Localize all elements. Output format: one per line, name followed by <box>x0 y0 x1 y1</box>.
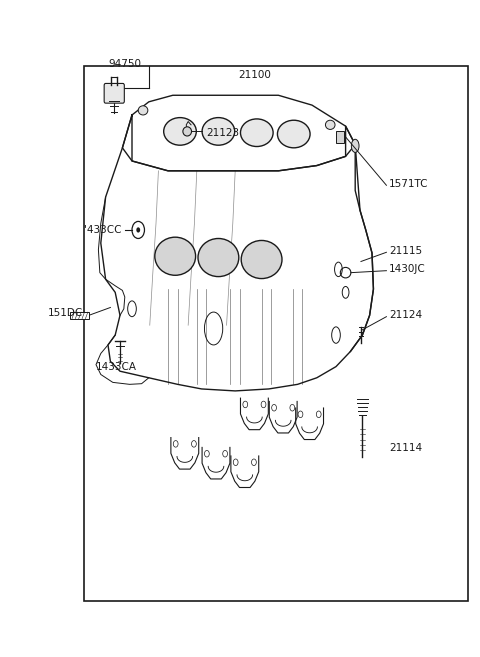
Circle shape <box>173 441 178 447</box>
Circle shape <box>252 459 256 466</box>
Bar <box>84 66 468 601</box>
Ellipse shape <box>202 118 235 145</box>
Text: 21123: 21123 <box>206 127 240 138</box>
Text: '433CC: '433CC <box>84 225 121 235</box>
Text: 1430JC: 1430JC <box>389 264 426 275</box>
Circle shape <box>290 405 295 411</box>
Circle shape <box>261 401 266 408</box>
Text: 21100: 21100 <box>238 70 271 80</box>
Ellipse shape <box>155 237 196 275</box>
Circle shape <box>136 227 140 233</box>
Text: 1571TC: 1571TC <box>389 179 428 189</box>
Circle shape <box>272 405 276 411</box>
Text: 151DC: 151DC <box>48 307 83 318</box>
Circle shape <box>233 459 238 466</box>
Ellipse shape <box>198 238 239 277</box>
Ellipse shape <box>183 127 192 136</box>
Circle shape <box>204 451 209 457</box>
Circle shape <box>243 401 248 408</box>
Text: 21114: 21114 <box>389 443 422 453</box>
Bar <box>70 312 89 319</box>
Ellipse shape <box>164 118 196 145</box>
Ellipse shape <box>277 120 310 148</box>
Ellipse shape <box>351 139 359 152</box>
Bar <box>336 131 344 143</box>
Circle shape <box>298 411 303 418</box>
Text: 1433CA: 1433CA <box>96 361 137 372</box>
FancyBboxPatch shape <box>104 83 124 103</box>
Circle shape <box>223 451 228 457</box>
Ellipse shape <box>241 240 282 279</box>
Circle shape <box>316 411 321 418</box>
Ellipse shape <box>240 119 273 147</box>
Text: 21115: 21115 <box>389 246 422 256</box>
Ellipse shape <box>138 106 148 115</box>
Ellipse shape <box>325 120 335 129</box>
Text: 94750: 94750 <box>108 59 141 69</box>
Circle shape <box>192 441 196 447</box>
Text: 21124: 21124 <box>389 310 422 321</box>
